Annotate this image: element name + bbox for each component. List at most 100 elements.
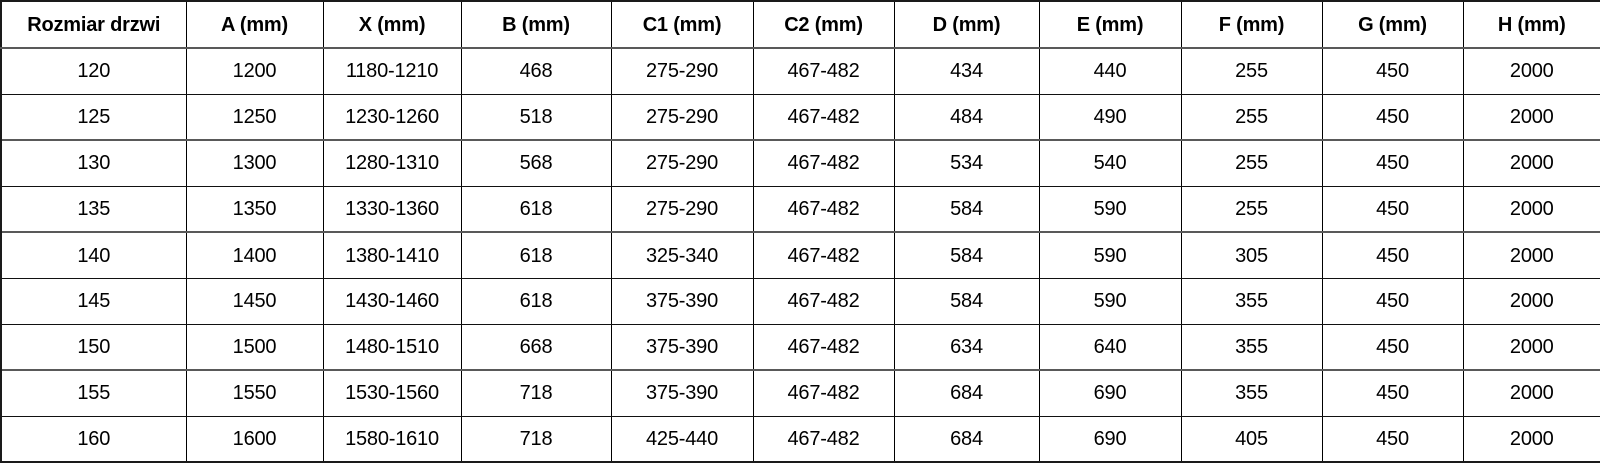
- cell-g: 450: [1321, 93, 1464, 141]
- table-row: 155 1550 1530-1560 718 375-390 467-482 6…: [0, 369, 1600, 417]
- cell-size: 140: [0, 231, 187, 279]
- cell-a: 1500: [185, 323, 324, 371]
- cell-b: 468: [460, 47, 612, 95]
- cell-b: 618: [460, 277, 612, 325]
- cell-size: 130: [0, 139, 187, 187]
- cell-e: 490: [1038, 93, 1182, 141]
- cell-g: 450: [1321, 185, 1464, 233]
- cell-d: 584: [893, 277, 1040, 325]
- cell-f: 355: [1180, 369, 1323, 417]
- column-header-c2: C2 (mm): [752, 0, 895, 49]
- cell-x: 1530-1560: [322, 369, 462, 417]
- cell-b: 668: [460, 323, 612, 371]
- cell-c1: 375-390: [610, 277, 754, 325]
- cell-b: 618: [460, 231, 612, 279]
- cell-h: 2000: [1462, 277, 1600, 325]
- cell-g: 450: [1321, 47, 1464, 95]
- cell-h: 2000: [1462, 47, 1600, 95]
- cell-x: 1580-1610: [322, 415, 462, 463]
- column-header-a: A (mm): [185, 0, 324, 49]
- cell-a: 1300: [185, 139, 324, 187]
- cell-e: 640: [1038, 323, 1182, 371]
- header-row: Rozmiar drzwi A (mm) X (mm) B (mm) C1 (m…: [0, 0, 1600, 49]
- cell-c2: 467-482: [752, 93, 895, 141]
- cell-c2: 467-482: [752, 277, 895, 325]
- cell-d: 684: [893, 415, 1040, 463]
- table-row: 150 1500 1480-1510 668 375-390 467-482 6…: [0, 323, 1600, 371]
- cell-d: 534: [893, 139, 1040, 187]
- table-body: 120 1200 1180-1210 468 275-290 467-482 4…: [0, 47, 1600, 463]
- cell-b: 618: [460, 185, 612, 233]
- cell-h: 2000: [1462, 93, 1600, 141]
- cell-c2: 467-482: [752, 185, 895, 233]
- cell-f: 255: [1180, 47, 1323, 95]
- cell-f: 405: [1180, 415, 1323, 463]
- column-header-d: D (mm): [893, 0, 1040, 49]
- cell-c1: 325-340: [610, 231, 754, 279]
- cell-x: 1280-1310: [322, 139, 462, 187]
- cell-c1: 425-440: [610, 415, 754, 463]
- cell-e: 690: [1038, 415, 1182, 463]
- cell-d: 484: [893, 93, 1040, 141]
- column-header-b: B (mm): [460, 0, 612, 49]
- cell-a: 1250: [185, 93, 324, 141]
- column-header-c1: C1 (mm): [610, 0, 754, 49]
- table-row: 160 1600 1580-1610 718 425-440 467-482 6…: [0, 415, 1600, 463]
- cell-g: 450: [1321, 369, 1464, 417]
- cell-c2: 467-482: [752, 139, 895, 187]
- cell-a: 1450: [185, 277, 324, 325]
- cell-f: 355: [1180, 277, 1323, 325]
- column-header-f: F (mm): [1180, 0, 1323, 49]
- cell-h: 2000: [1462, 323, 1600, 371]
- cell-c1: 275-290: [610, 47, 754, 95]
- cell-x: 1180-1210: [322, 47, 462, 95]
- cell-c1: 275-290: [610, 139, 754, 187]
- cell-b: 568: [460, 139, 612, 187]
- cell-h: 2000: [1462, 231, 1600, 279]
- cell-e: 590: [1038, 231, 1182, 279]
- column-header-e: E (mm): [1038, 0, 1182, 49]
- cell-x: 1230-1260: [322, 93, 462, 141]
- cell-e: 540: [1038, 139, 1182, 187]
- cell-a: 1200: [185, 47, 324, 95]
- cell-h: 2000: [1462, 369, 1600, 417]
- cell-a: 1350: [185, 185, 324, 233]
- cell-b: 518: [460, 93, 612, 141]
- cell-b: 718: [460, 415, 612, 463]
- cell-c2: 467-482: [752, 231, 895, 279]
- cell-x: 1380-1410: [322, 231, 462, 279]
- table-row: 125 1250 1230-1260 518 275-290 467-482 4…: [0, 93, 1600, 141]
- table-row: 120 1200 1180-1210 468 275-290 467-482 4…: [0, 47, 1600, 95]
- column-header-g: G (mm): [1321, 0, 1464, 49]
- cell-f: 255: [1180, 93, 1323, 141]
- cell-c2: 467-482: [752, 323, 895, 371]
- cell-c2: 467-482: [752, 415, 895, 463]
- cell-f: 255: [1180, 185, 1323, 233]
- table-row: 135 1350 1330-1360 618 275-290 467-482 5…: [0, 185, 1600, 233]
- cell-b: 718: [460, 369, 612, 417]
- table-row: 130 1300 1280-1310 568 275-290 467-482 5…: [0, 139, 1600, 187]
- cell-size: 120: [0, 47, 187, 95]
- column-header-rozmiar-drzwi: Rozmiar drzwi: [0, 0, 187, 49]
- cell-g: 450: [1321, 277, 1464, 325]
- cell-d: 684: [893, 369, 1040, 417]
- cell-x: 1480-1510: [322, 323, 462, 371]
- cell-c2: 467-482: [752, 369, 895, 417]
- cell-g: 450: [1321, 231, 1464, 279]
- cell-e: 440: [1038, 47, 1182, 95]
- cell-e: 590: [1038, 277, 1182, 325]
- cell-c1: 275-290: [610, 185, 754, 233]
- cell-a: 1400: [185, 231, 324, 279]
- cell-d: 634: [893, 323, 1040, 371]
- cell-d: 434: [893, 47, 1040, 95]
- cell-c2: 467-482: [752, 47, 895, 95]
- cell-f: 305: [1180, 231, 1323, 279]
- cell-x: 1430-1460: [322, 277, 462, 325]
- cell-h: 2000: [1462, 185, 1600, 233]
- cell-size: 160: [0, 415, 187, 463]
- cell-h: 2000: [1462, 139, 1600, 187]
- cell-a: 1550: [185, 369, 324, 417]
- column-header-x: X (mm): [322, 0, 462, 49]
- cell-g: 450: [1321, 415, 1464, 463]
- cell-size: 150: [0, 323, 187, 371]
